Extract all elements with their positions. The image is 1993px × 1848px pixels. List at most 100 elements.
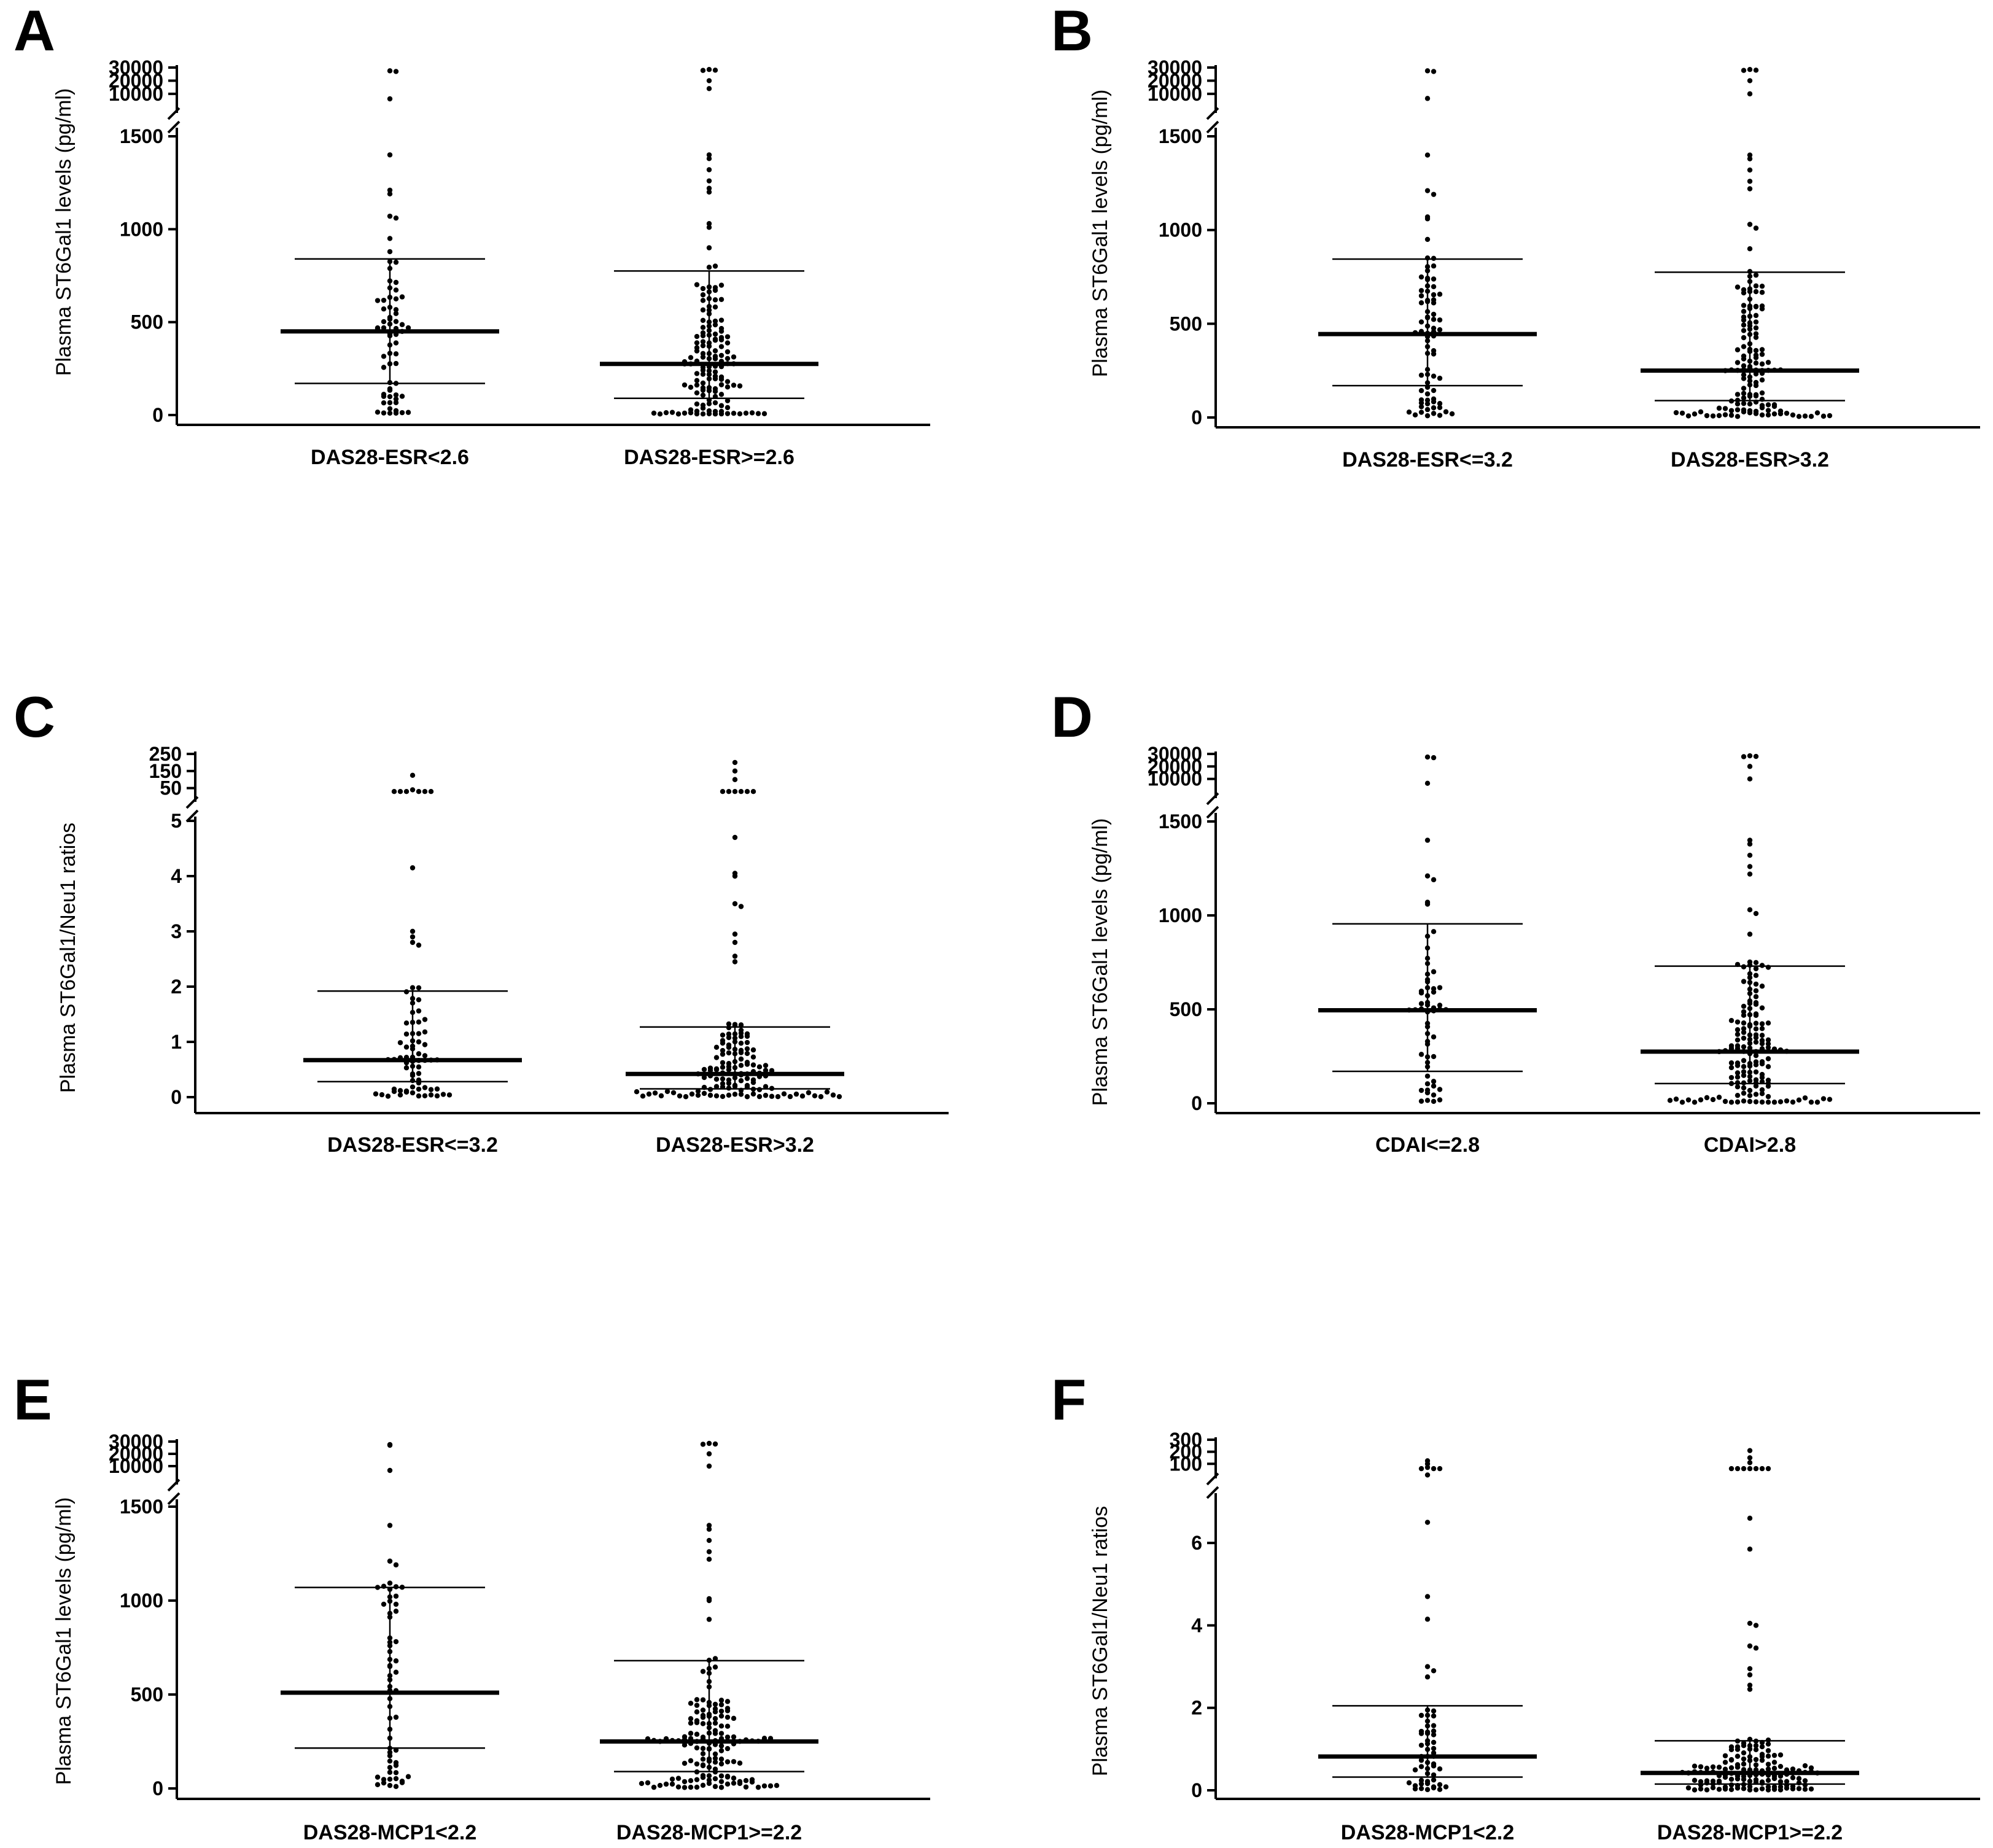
data-point [1753, 1020, 1759, 1026]
data-point [1753, 1787, 1759, 1793]
data-point [775, 1094, 781, 1100]
y-tick-label: 2 [1191, 1697, 1202, 1719]
data-point [756, 1093, 763, 1100]
data-point-high [1747, 179, 1753, 184]
data-point [373, 1091, 379, 1097]
data-point [1765, 1083, 1771, 1089]
data-point [1765, 402, 1771, 408]
data-point-high [1424, 1664, 1431, 1669]
data-point-high [1747, 753, 1753, 759]
data-point [713, 1093, 720, 1099]
data-point [682, 1779, 688, 1785]
data-point-high [732, 959, 738, 965]
data-point [744, 1076, 750, 1081]
data-point [1418, 372, 1424, 378]
data-point [1796, 414, 1802, 419]
data-point [712, 1776, 718, 1782]
y-tick-label: 1 [171, 1031, 182, 1053]
data-point [718, 328, 725, 334]
data-point [393, 1601, 399, 1607]
data-point [694, 1784, 700, 1790]
x-category-label: DAS28-ESR>=2.6 [624, 446, 794, 469]
data-point [677, 1093, 683, 1099]
data-point [700, 1697, 706, 1702]
data-point [1698, 409, 1704, 415]
data-point [1753, 360, 1759, 366]
data-point [682, 382, 688, 388]
data-point [1735, 1074, 1741, 1080]
data-point [1741, 386, 1747, 391]
data-point [750, 1091, 756, 1097]
data-point [712, 373, 718, 379]
data-point-high [700, 1442, 706, 1447]
data-point [1431, 1732, 1437, 1737]
data-point-high [732, 901, 738, 907]
data-point [694, 282, 700, 287]
y-tick-label: 1500 [120, 125, 163, 147]
data-point [1741, 1098, 1747, 1104]
data-point [700, 339, 706, 344]
data-point [1431, 1079, 1437, 1084]
data-point-high [706, 67, 712, 72]
data-point [712, 263, 718, 269]
data-point-high [1747, 167, 1753, 173]
data-point [700, 1714, 706, 1720]
data-point [1820, 1096, 1827, 1101]
y-tick-label: 150 [149, 760, 182, 782]
data-point [1437, 327, 1443, 333]
data-point [410, 1084, 416, 1090]
data-point-high [712, 1441, 718, 1447]
data-point [1759, 1786, 1765, 1792]
data-point [1431, 311, 1437, 317]
y-tick-label: 1500 [120, 1496, 163, 1518]
data-point [1424, 401, 1431, 406]
data-point [1741, 1063, 1747, 1070]
y-tick-label: 100 [1170, 1453, 1202, 1475]
data-point [1424, 1090, 1431, 1096]
data-point [1406, 409, 1412, 415]
axis-break-mark [167, 1478, 181, 1492]
data-point [1735, 1744, 1741, 1750]
axis-break-mark [167, 1492, 181, 1505]
data-point [440, 1092, 446, 1097]
data-point [706, 411, 712, 417]
data-point [700, 392, 706, 398]
data-point [1437, 413, 1443, 418]
data-point [1741, 407, 1747, 413]
data-point [700, 1669, 706, 1674]
data-point [1759, 1744, 1765, 1750]
data-point [1728, 408, 1735, 413]
data-point [720, 1076, 726, 1082]
data-point-high [706, 189, 712, 195]
y-tick-label: 0 [1191, 406, 1202, 429]
data-point-high [393, 215, 399, 221]
data-point [725, 1714, 731, 1720]
data-point [718, 1757, 725, 1762]
data-point [403, 1020, 410, 1026]
data-point [1692, 1787, 1698, 1793]
data-point [1424, 1098, 1431, 1103]
data-point [1753, 1083, 1759, 1089]
data-point-high [706, 1463, 712, 1469]
data-point [1777, 1099, 1784, 1105]
data-point [718, 392, 725, 397]
data-point [1741, 1073, 1747, 1078]
data-point-high [1424, 1472, 1431, 1478]
data-point [1759, 347, 1765, 352]
data-point [1443, 1784, 1449, 1790]
data-point-high [1747, 156, 1753, 161]
data-point [1796, 1786, 1802, 1792]
x-category-label: DAS28-ESR<=3.2 [327, 1133, 498, 1157]
data-point [1759, 1757, 1765, 1763]
data-point [1735, 401, 1741, 407]
data-point [393, 400, 399, 405]
data-point [393, 1747, 399, 1753]
data-point-high [1741, 1466, 1747, 1472]
data-point [1753, 304, 1759, 309]
data-point [731, 1734, 737, 1740]
data-point-high [387, 236, 393, 241]
data-point [830, 1092, 836, 1098]
data-point [1790, 1775, 1796, 1780]
data-point [1747, 401, 1753, 407]
data-point [725, 1708, 731, 1714]
